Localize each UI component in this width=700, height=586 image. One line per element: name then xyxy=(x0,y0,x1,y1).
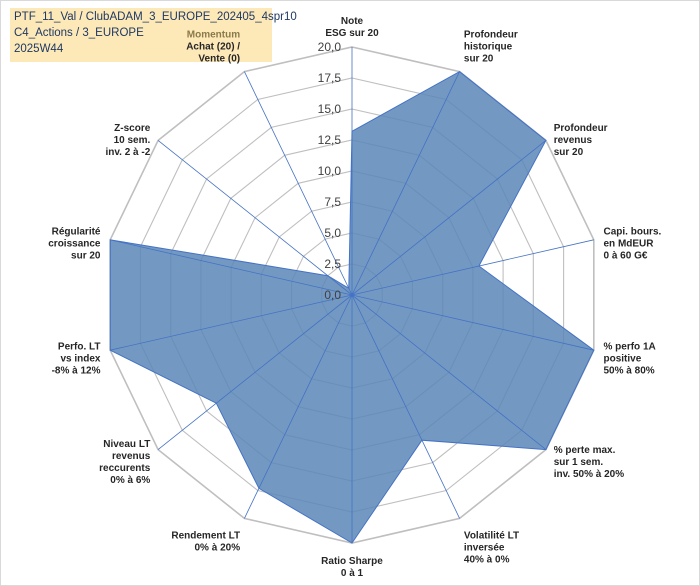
tick-label: 0,0 xyxy=(324,288,341,302)
axis-label-line: Ratio Sharpe xyxy=(321,556,383,567)
axis-label-line: Capi. bours. xyxy=(604,227,662,238)
axis-spoke xyxy=(157,140,353,296)
axis-label-line: sur 20 xyxy=(71,251,101,262)
axis-label-line: inv. 2 à -2 xyxy=(105,147,150,158)
axis-label-line: 40% à 0% xyxy=(464,554,510,565)
axis-label-line: 0% à 20% xyxy=(195,542,241,553)
tick-label: 15,0 xyxy=(318,102,342,116)
axis-label-line: sur 20 xyxy=(554,147,584,158)
tick-label: 7,5 xyxy=(324,195,341,209)
axis-spoke xyxy=(110,294,353,351)
axis-label-line: 50% à 80% xyxy=(604,365,655,376)
axis-label-line: croissance xyxy=(48,239,101,250)
axis-label-line: Régularité xyxy=(52,227,101,238)
axis-label-line: Momentum xyxy=(187,30,240,41)
axis-label-line: Profondeur xyxy=(554,123,608,134)
axis-spoke xyxy=(157,294,353,450)
axis-label-line: 0% à 6% xyxy=(110,475,150,486)
axis-label-line: sur 1 sem. xyxy=(554,457,604,468)
axis-spoke xyxy=(244,294,353,519)
portfolio-name: PTF_11_Val / ClubADAM_3_EUROPE_202405_4s… xyxy=(14,11,297,23)
tick-label: 2,5 xyxy=(324,257,341,271)
axis-label-line: Volatilité LT xyxy=(464,530,519,541)
tick-label: 12,5 xyxy=(318,133,342,147)
axis-label-line: inversée xyxy=(464,542,505,553)
axis-spoke xyxy=(351,294,594,351)
axis-spoke xyxy=(351,71,460,296)
axis-label-line: en MdEUR xyxy=(604,239,655,250)
tick-label: 17,5 xyxy=(318,71,342,85)
axis-label-line: revenus xyxy=(112,451,151,462)
tick-label: 20,0 xyxy=(318,40,342,54)
axis-label-line: % perfo 1A xyxy=(604,341,656,352)
portfolio-info-box: PTF_11_Val / ClubADAM_3_EUROPE_202405_4s… xyxy=(10,8,297,62)
axis-label-line: Rendement LT xyxy=(171,530,240,541)
axis-label-line: Note xyxy=(341,16,364,27)
axis-label-line: revenus xyxy=(554,135,593,146)
portfolio-week: 2025W44 xyxy=(14,43,64,55)
axis-spoke xyxy=(351,239,594,296)
axis-label-line: Niveau LT xyxy=(103,439,150,450)
axis-label-line: inv. 50% à 20% xyxy=(554,469,625,480)
axis-label-line: reccurents xyxy=(99,463,151,474)
axis-label-line: positive xyxy=(604,353,642,364)
tick-label: 5,0 xyxy=(324,226,341,240)
tick-label: 10,0 xyxy=(318,164,342,178)
axis-label-line: 0 à 60 G€ xyxy=(604,251,648,262)
portfolio-category: C4_Actions / 3_EUROPE xyxy=(14,27,144,39)
axis-spoke xyxy=(244,71,353,296)
axis-label-line: Achat (20) / xyxy=(186,42,240,53)
axis-label-line: Vente (0) xyxy=(198,54,240,65)
axis-label: Rendement LT0% à 20% xyxy=(171,530,240,553)
axis-spoke xyxy=(351,140,547,296)
axis-spoke xyxy=(351,294,460,519)
axis-label-line: % perte max. xyxy=(554,445,616,456)
axis-label: % perte max.sur 1 sem.inv. 50% à 20% xyxy=(554,445,625,480)
axis-label-line: vs index xyxy=(60,353,100,364)
axis-spoke xyxy=(351,294,547,450)
axis-label-line: -8% à 12% xyxy=(52,365,101,376)
axis-label-line: Z-score xyxy=(114,123,151,134)
axis-spoke xyxy=(110,239,353,296)
axis-label-line: 10 sem. xyxy=(114,135,151,146)
axis-label-line: ESG sur 20 xyxy=(325,28,379,39)
axis-label-line: sur 20 xyxy=(464,54,494,65)
axis-label-line: Perfo. LT xyxy=(58,341,101,352)
axis-label-line: Profondeur xyxy=(464,30,518,41)
axis-label-line: historique xyxy=(464,42,513,53)
axis-label-line: 0 à 1 xyxy=(341,568,364,579)
